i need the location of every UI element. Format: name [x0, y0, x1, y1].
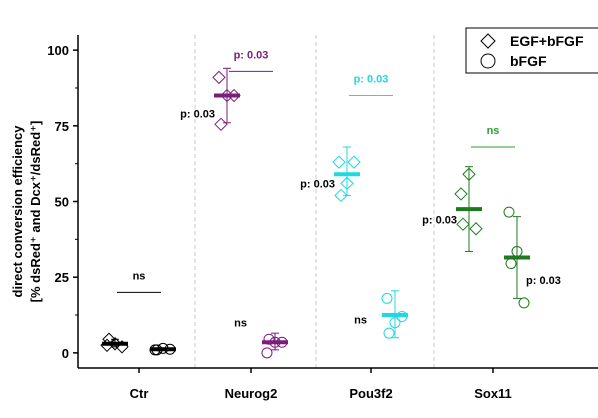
x-tick-label: Ctr: [130, 386, 149, 401]
comparison-label: p: 0.03: [234, 49, 269, 61]
y-axis-label: direct conversion efficiency [% dsRed⁺ an…: [10, 121, 43, 303]
significance-label: p: 0.03: [422, 215, 457, 227]
significance-label: ns: [234, 318, 247, 330]
x-tick-label: Sox11: [474, 386, 512, 401]
data-point-diamond: [469, 222, 483, 236]
legend-label: bFGF: [510, 53, 547, 69]
legend-marker-circle: [480, 53, 496, 69]
data-point-circle: [261, 347, 273, 359]
x-tick-label: Pou3f2: [349, 386, 392, 401]
y-tick-label: 100: [47, 43, 69, 58]
data-point-circle: [503, 206, 515, 218]
y-tick-label: 0: [62, 346, 69, 361]
data-point-diamond: [214, 117, 228, 132]
category-dividers: [194, 35, 435, 368]
legend: EGF+bFGF bFGF: [465, 27, 598, 74]
data-marks: [100, 67, 530, 359]
significance-label: p: 0.03: [300, 178, 335, 190]
data-point-circle: [505, 258, 517, 270]
x-tick-labels: Ctr Neurog2 Pou3f2 Sox11: [130, 368, 512, 401]
y-tick-label: 50: [55, 195, 69, 210]
y-axis-label-line2: [% dsRed⁺ and Dcx⁺/dsRed⁺]: [28, 121, 43, 303]
data-point-diamond: [334, 188, 348, 203]
axes: [77, 35, 598, 369]
data-point-circle: [389, 317, 401, 329]
x-tick-label: Neurog2: [225, 386, 278, 401]
legend-marker-diamond: [480, 33, 496, 49]
comparison-label: ns: [487, 125, 500, 137]
y-tick-label: 25: [55, 270, 69, 285]
legend-label: EGF+bFGF: [510, 33, 584, 49]
data-point-circle: [383, 327, 395, 339]
data-point-diamond: [456, 217, 470, 231]
significance-label: p: 0.03: [526, 275, 561, 287]
y-ticks: 0 25 50 75 100: [47, 43, 78, 361]
significance-label: ns: [354, 315, 367, 327]
data-point-diamond: [454, 187, 468, 201]
data-point-diamond: [347, 155, 361, 169]
y-axis-label-line1: direct conversion efficiency: [10, 125, 25, 298]
data-point-diamond: [332, 155, 346, 169]
y-tick-label: 75: [55, 119, 69, 134]
annotations: ns p: 0.03 p: 0.03 ns p: 0.03 p: 0.03 ns ns p: 0…: [117, 49, 561, 330]
data-point-diamond: [462, 167, 476, 181]
data-point-diamond: [340, 176, 354, 191]
comparison-label: ns: [133, 270, 146, 282]
data-point-circle: [518, 297, 530, 309]
data-point-circle: [381, 292, 393, 304]
data-point-diamond: [212, 70, 226, 85]
significance-label: p: 0.03: [180, 109, 215, 121]
legend-box: [465, 27, 598, 74]
comparison-label: p: 0.03: [354, 74, 389, 86]
